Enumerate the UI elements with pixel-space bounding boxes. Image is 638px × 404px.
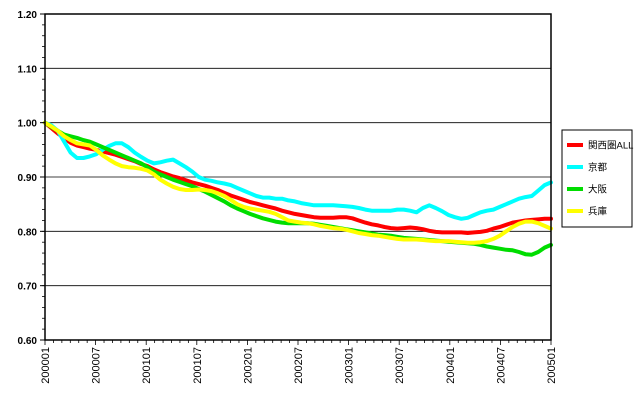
gridlines [45, 67, 551, 287]
legend-label: 兵庫 [588, 206, 608, 218]
series-line-1 [43, 120, 553, 221]
y-tick-label: 1.00 [18, 119, 38, 130]
x-tick-label: 200401 [445, 347, 457, 384]
legend-label: 関西圏ALL [588, 141, 633, 152]
legend-label: 大阪 [588, 184, 608, 196]
series-line-3 [43, 120, 553, 245]
x-tick-label: 200107 [192, 347, 204, 384]
y-axis: 0.60 0.70 0.80 0.90 1.00 1.10 1.20 [18, 10, 45, 347]
x-tick-label: 200101 [141, 347, 153, 384]
y-tick-label: 0.70 [18, 282, 38, 293]
y-tick-label: 0.60 [18, 336, 38, 347]
x-axis: 200001 200007 200101 200107 200201 200207 2003… [40, 340, 558, 384]
x-tick-label: 200307 [394, 347, 406, 384]
x-tick-label: 200001 [40, 347, 52, 384]
legend-label: 京都 [588, 162, 608, 174]
x-tick-label: 200207 [293, 347, 305, 384]
y-tick-label: 1.10 [18, 64, 38, 75]
x-tick-label: 200201 [242, 347, 254, 384]
x-tick-label: 200301 [344, 347, 356, 384]
y-tick-label: 0.80 [18, 227, 38, 238]
x-tick-label: 200501 [546, 347, 558, 384]
y-tick-label: 0.90 [18, 173, 38, 184]
y-tick-label: 1.20 [18, 10, 38, 21]
x-tick-label: 200407 [495, 347, 507, 384]
x-tick-label: 200007 [91, 347, 103, 384]
series-layer [43, 120, 553, 257]
